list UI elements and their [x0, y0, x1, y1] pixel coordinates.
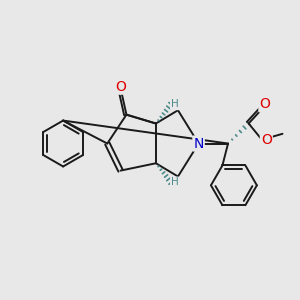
Text: O: O [260, 98, 270, 111]
Text: H: H [171, 99, 178, 110]
Text: H: H [171, 177, 178, 188]
Text: N: N [194, 136, 204, 151]
Text: O: O [261, 133, 272, 147]
Text: O: O [115, 80, 126, 94]
